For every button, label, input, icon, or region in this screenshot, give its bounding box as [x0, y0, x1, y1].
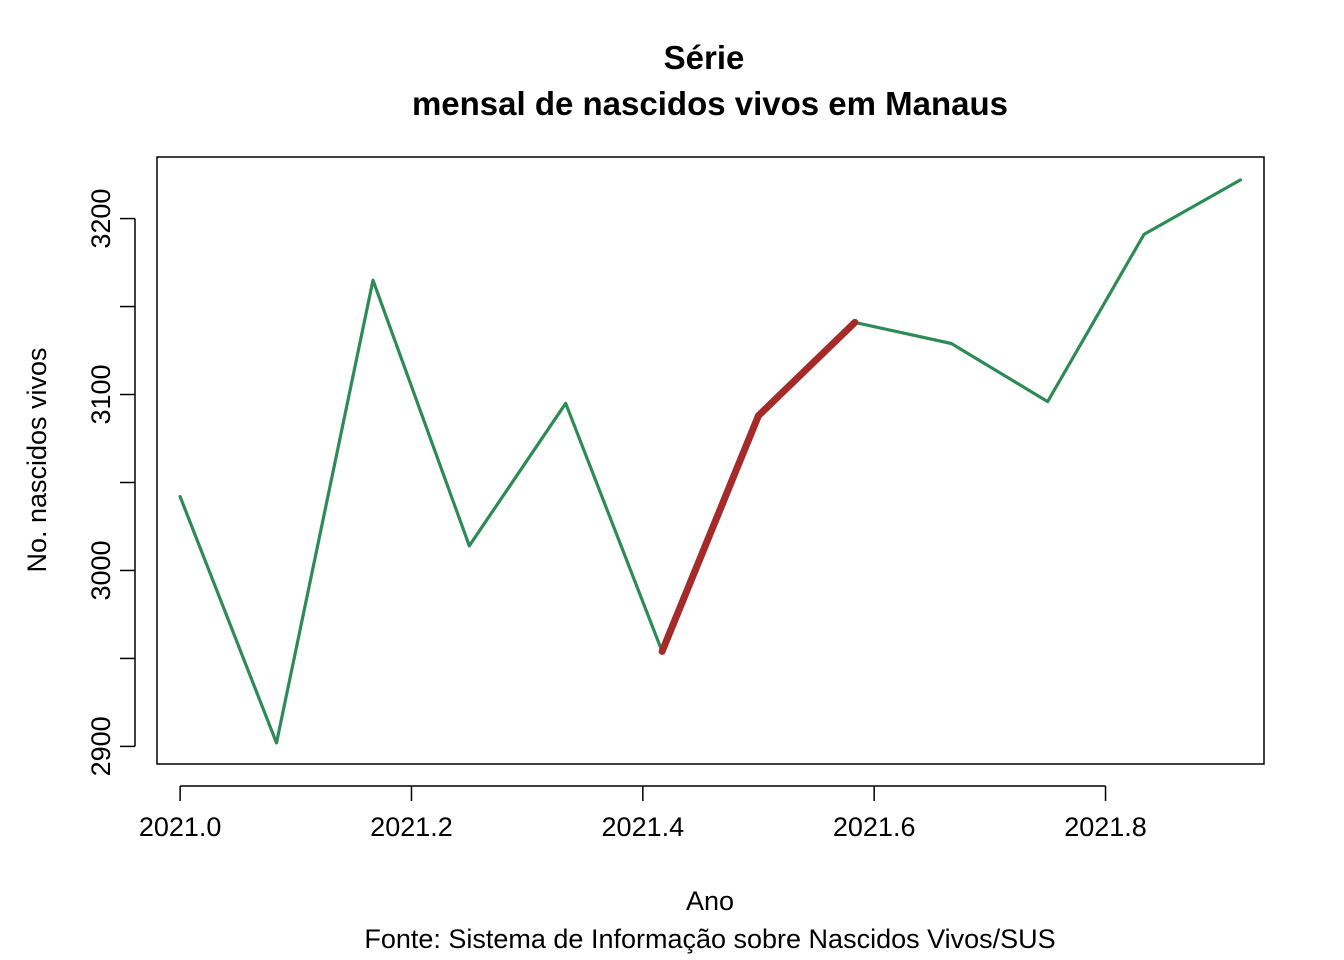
y-tick-label: 3000	[86, 540, 116, 600]
series-lines	[178, 178, 1243, 745]
x-tick-label: 2021.4	[602, 812, 685, 842]
source-caption: Fonte: Sistema de Informação sobre Nasci…	[364, 924, 1055, 954]
x-axis: 2021.0 2021.2 2021.4 2021.6 2021.8	[139, 785, 1147, 842]
x-tick-label: 2021.6	[833, 812, 916, 842]
y-axis: 2900 3000 3100 3200	[86, 189, 136, 776]
highlight-segment	[658, 318, 859, 655]
chart-subtitle: mensal de nascidos vivos em Manaus	[412, 85, 1008, 122]
plot-frame	[156, 156, 1265, 765]
y-tick-label: 2900	[86, 716, 116, 776]
series-line	[178, 178, 1243, 745]
x-tick-label: 2021.8	[1064, 812, 1147, 842]
x-tick-label: 2021.0	[139, 812, 222, 842]
chart-title: Série	[664, 39, 745, 76]
x-axis-label: Ano	[686, 886, 734, 916]
y-tick-label: 3200	[86, 189, 116, 249]
x-tick-label: 2021.2	[370, 812, 453, 842]
y-tick-label: 3100	[86, 364, 116, 424]
y-axis-label: No. nascidos vivos	[22, 347, 52, 572]
